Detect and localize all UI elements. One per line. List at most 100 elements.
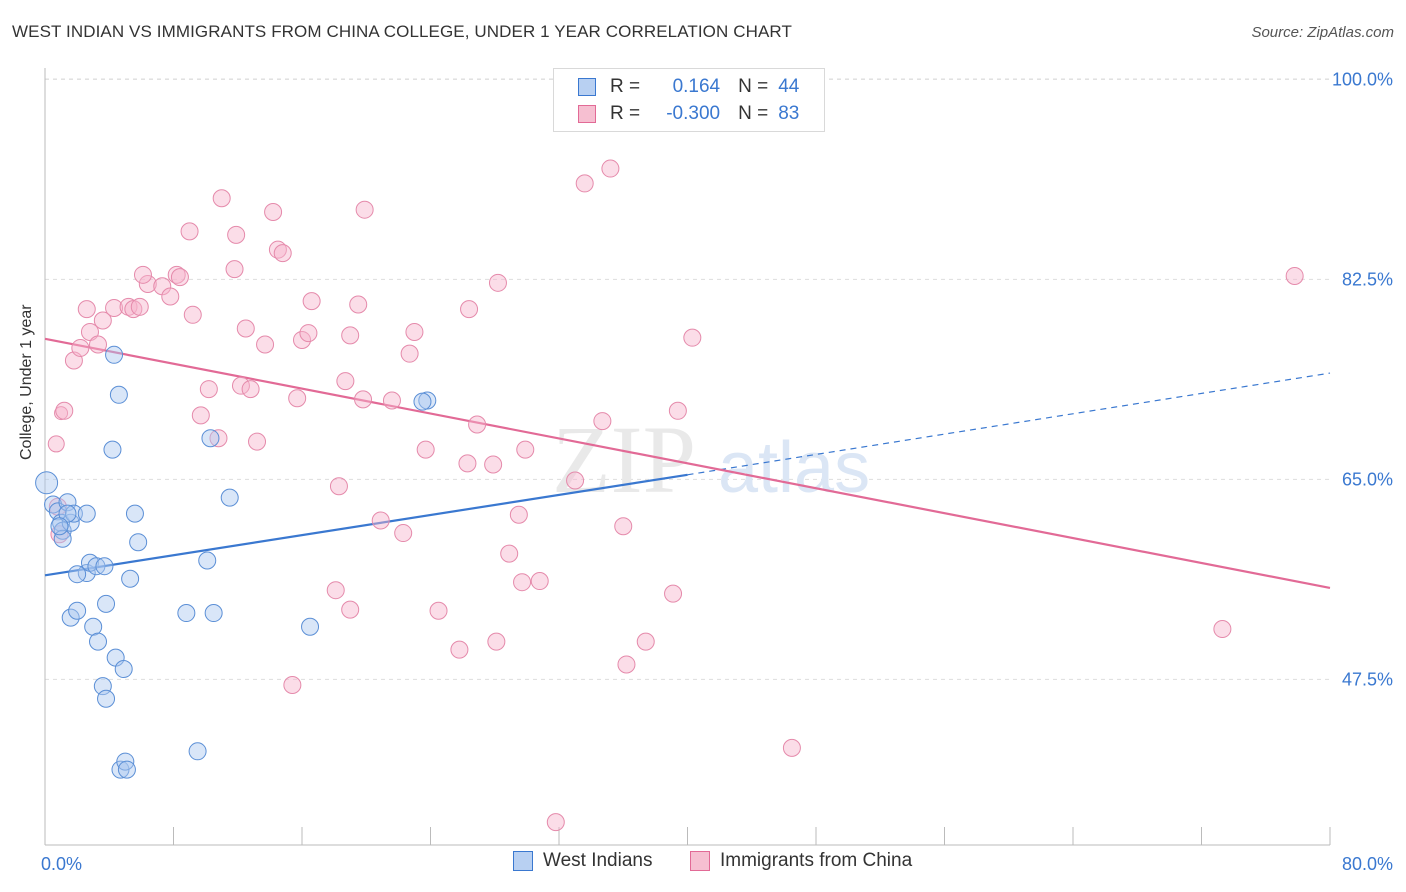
point-west-indians bbox=[35, 471, 59, 495]
legend-swatch-blue bbox=[578, 78, 596, 96]
point-china bbox=[170, 268, 189, 287]
point-china bbox=[264, 202, 283, 221]
point-west-indians bbox=[97, 689, 116, 708]
legend-r-value: 0.164 bbox=[672, 76, 721, 97]
point-china bbox=[782, 738, 801, 757]
point-china bbox=[530, 572, 549, 591]
point-china bbox=[225, 260, 244, 279]
point-china bbox=[636, 632, 655, 651]
point-west-indians bbox=[109, 385, 128, 404]
point-west-indians bbox=[220, 488, 239, 507]
trend-line-west-indians bbox=[44, 473, 688, 577]
point-china bbox=[354, 390, 373, 409]
trend-line-china bbox=[44, 337, 1331, 589]
point-china bbox=[355, 200, 374, 219]
point-china bbox=[382, 391, 401, 410]
point-china bbox=[236, 319, 255, 338]
point-china bbox=[546, 813, 565, 832]
legend-n-value: 44 bbox=[778, 76, 800, 97]
point-china bbox=[668, 401, 687, 420]
legend-item-china[interactable]: Immigrants from China bbox=[690, 850, 912, 872]
point-west-indians bbox=[77, 564, 96, 583]
point-china bbox=[371, 511, 390, 530]
point-west-indians bbox=[413, 392, 432, 411]
y-tick-label: 65.0% bbox=[1342, 469, 1393, 489]
legend-n-value: 83 bbox=[778, 103, 800, 124]
point-china bbox=[349, 295, 368, 314]
legend-item-west-indians[interactable]: West Indians bbox=[513, 850, 652, 872]
point-china bbox=[516, 440, 535, 459]
point-china bbox=[105, 298, 124, 317]
point-west-indians bbox=[301, 617, 320, 636]
point-china bbox=[273, 244, 292, 263]
point-china bbox=[468, 415, 487, 434]
point-west-indians bbox=[61, 608, 80, 627]
point-china bbox=[460, 300, 479, 319]
trend-line-west-indians-extension bbox=[687, 372, 1331, 476]
point-west-indians bbox=[114, 660, 133, 679]
point-china bbox=[130, 297, 149, 316]
legend-r-label: R = bbox=[610, 76, 641, 97]
point-china bbox=[664, 584, 683, 603]
point-west-indians bbox=[121, 569, 140, 588]
point-west-indians bbox=[117, 760, 136, 779]
tick-labels: 47.5% 65.0% 82.5% 100.0% 0.0% 80.0% bbox=[41, 69, 1393, 874]
point-west-indians bbox=[89, 632, 108, 651]
point-china bbox=[47, 435, 65, 453]
legend-r-label: R = bbox=[610, 103, 641, 124]
point-china bbox=[180, 222, 199, 241]
point-china bbox=[299, 324, 318, 343]
point-china bbox=[93, 311, 112, 330]
point-china bbox=[133, 265, 152, 284]
point-west-indians bbox=[50, 517, 69, 536]
point-china bbox=[89, 335, 108, 354]
point-china bbox=[302, 292, 321, 311]
correlation-legend: R = 0.164 N = 44 R = -0.300 N = 83 bbox=[553, 68, 825, 132]
y-tick-label: 100.0% bbox=[1332, 69, 1393, 89]
point-china bbox=[593, 412, 612, 431]
point-west-indians bbox=[198, 551, 217, 570]
point-west-indians bbox=[68, 601, 87, 620]
point-china bbox=[683, 328, 702, 347]
legend-swatch-pink bbox=[690, 851, 710, 871]
point-china bbox=[227, 225, 246, 244]
legend-label-china: Immigrants from China bbox=[720, 850, 913, 871]
point-china bbox=[617, 655, 636, 674]
point-china bbox=[161, 287, 180, 306]
point-china bbox=[55, 401, 74, 420]
point-china bbox=[71, 338, 90, 357]
source-label: Source: ZipAtlas.com bbox=[1251, 24, 1394, 41]
point-china bbox=[458, 454, 477, 473]
point-china bbox=[400, 344, 419, 363]
series-legend: West Indians Immigrants from China bbox=[0, 850, 1406, 878]
legend-r-value: -0.300 bbox=[666, 103, 721, 124]
point-china bbox=[405, 322, 424, 341]
point-china bbox=[288, 389, 307, 408]
point-west-indians bbox=[204, 604, 223, 623]
watermark-atlas: atlas bbox=[718, 428, 870, 508]
watermark: ZIP atlas bbox=[552, 406, 870, 513]
point-china bbox=[283, 676, 302, 695]
point-china bbox=[326, 581, 345, 600]
point-west-indians bbox=[188, 742, 207, 761]
point-china bbox=[268, 240, 287, 259]
legend-swatch-pink bbox=[578, 105, 596, 123]
legend-n-label: N = bbox=[738, 103, 769, 124]
point-west-indians bbox=[129, 533, 148, 552]
point-china bbox=[1213, 620, 1232, 639]
point-china bbox=[416, 440, 435, 459]
point-china bbox=[509, 505, 528, 524]
point-china bbox=[167, 265, 186, 284]
chart-title: WEST INDIAN VS IMMIGRANTS FROM CHINA COL… bbox=[12, 22, 792, 41]
legend-row-west-indians: R = 0.164 N = 44 bbox=[578, 74, 799, 100]
point-china bbox=[341, 600, 360, 619]
legend-label-west-indians: West Indians bbox=[543, 850, 653, 871]
legend-swatch-blue bbox=[513, 851, 533, 871]
point-china bbox=[341, 326, 360, 345]
point-china bbox=[248, 432, 267, 451]
point-west-indians bbox=[177, 604, 196, 623]
point-china bbox=[329, 477, 348, 496]
y-tick-label: 82.5% bbox=[1342, 269, 1393, 289]
point-china bbox=[80, 322, 99, 341]
